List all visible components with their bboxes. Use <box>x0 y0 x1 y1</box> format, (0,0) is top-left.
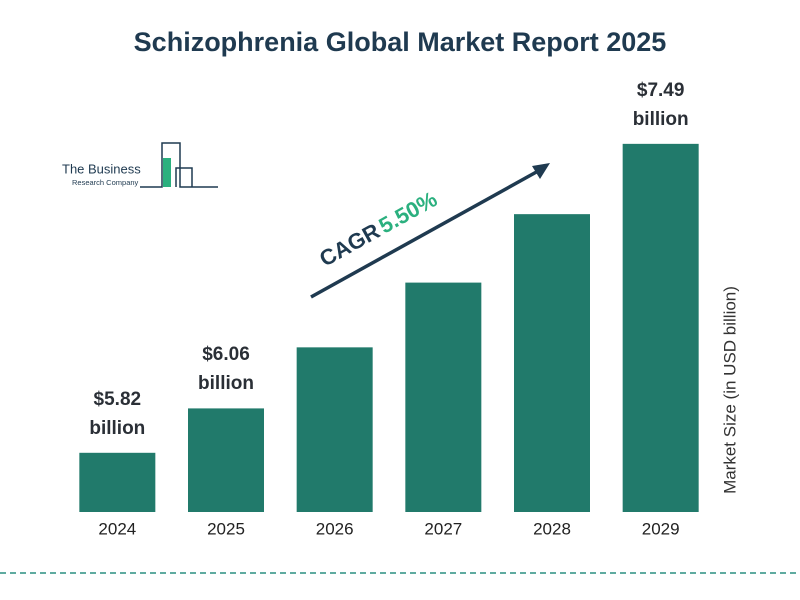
x-tick-label: 2025 <box>207 519 245 538</box>
cagr-arrow <box>310 168 541 299</box>
logo-outline <box>175 167 193 187</box>
value-label: $7.49 billion <box>632 79 689 130</box>
x-tick-label: 2029 <box>642 519 680 538</box>
bar <box>79 452 156 512</box>
y-axis-label: Market Size (in USD billion) <box>720 286 739 494</box>
bar <box>514 214 590 512</box>
bar <box>296 347 373 512</box>
logo-outline <box>140 142 218 188</box>
bar <box>622 143 699 512</box>
cagr-arrowhead <box>532 163 550 179</box>
logo-text: Research Company <box>72 178 139 187</box>
logo-text: The Business <box>62 161 141 176</box>
value-label: $5.82 billion <box>89 388 146 439</box>
x-tick-label: 2026 <box>316 519 354 538</box>
logo <box>140 142 218 188</box>
x-tick-label: 2027 <box>424 519 462 538</box>
x-tick-label: 2028 <box>533 519 571 538</box>
bar <box>188 408 264 512</box>
chart-title: Schizophrenia Global Market Report 2025 <box>134 27 667 57</box>
bar <box>405 282 482 512</box>
logo-bar <box>163 158 171 187</box>
x-tick-label: 2024 <box>98 519 136 538</box>
value-label: $6.06 billion <box>198 344 254 395</box>
